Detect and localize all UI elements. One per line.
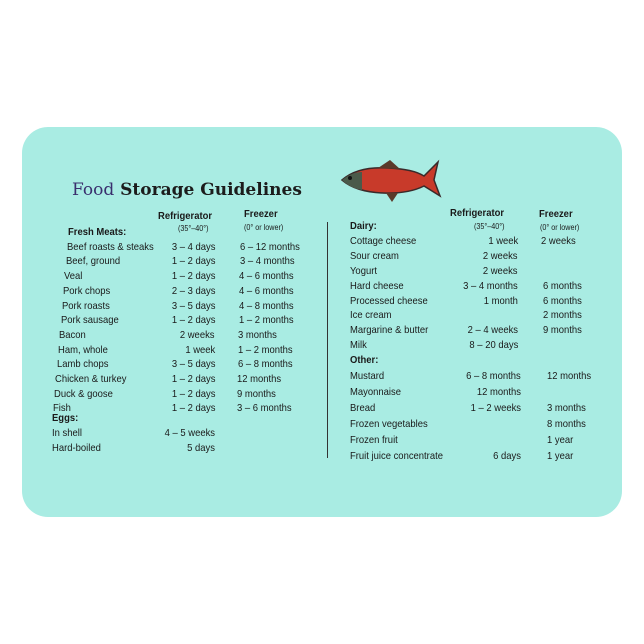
section-heading: Other: — [350, 354, 379, 366]
item-name: Bread — [350, 402, 376, 414]
fridge-subheader: (35°–40°) — [178, 224, 209, 233]
item-name: Milk — [350, 339, 367, 352]
fridge-time: 1 month — [483, 294, 518, 307]
fridge-time: 1 – 2 days — [171, 402, 215, 415]
item-name: Mayonnaise — [350, 386, 401, 398]
item-name: Hard-boiled — [52, 442, 101, 454]
fridge-time: 1 – 2 days — [171, 387, 215, 400]
freezer-time: 4 – 6 months — [239, 284, 294, 297]
freezer-time: 9 months — [237, 387, 276, 400]
item-name: Hard cheese — [350, 279, 404, 292]
freezer-header: Freezer — [539, 208, 573, 220]
fridge-time: 1 – 2 days — [171, 255, 215, 268]
item-name: Fish — [52, 402, 71, 415]
item-name: Cottage cheese — [350, 234, 417, 247]
section-heading: Eggs: — [52, 412, 79, 424]
fridge-time: 3 – 5 days — [171, 299, 215, 312]
fridge-time: 2 – 3 days — [171, 284, 215, 297]
fridge-subheader: (35°–40°) — [474, 222, 505, 231]
freezer-time: 6 – 8 months — [237, 358, 293, 371]
fridge-time: 1 week — [488, 234, 518, 247]
freezer-time: 8 months — [547, 418, 586, 430]
fridge-time: 4 – 5 weeks — [164, 427, 215, 439]
item-name: Frozen fruit — [350, 434, 398, 446]
item-name: Lamb chops — [56, 358, 109, 371]
freezer-time: 3 – 6 months — [236, 402, 292, 415]
fridge-time: 2 weeks — [180, 328, 215, 341]
freezer-time: 3 – 4 months — [239, 255, 295, 268]
item-name: Pork roasts — [61, 299, 110, 312]
fridge-time: 5 days — [187, 442, 215, 454]
fridge-time: 1 week — [185, 343, 215, 356]
item-name: Processed cheese — [350, 294, 428, 307]
item-name: In shell — [52, 427, 82, 439]
item-name: Frozen vegetables — [350, 418, 428, 430]
fridge-time: 6 – 8 months — [466, 370, 521, 382]
item-name: Duck & goose — [54, 387, 113, 400]
freezer-time: 3 months — [547, 402, 586, 414]
item-name: Pork chops — [63, 284, 111, 297]
freezer-time: 2 weeks — [541, 234, 576, 247]
freezer-time: 12 months — [237, 373, 282, 385]
item-name: Chicken & turkey — [55, 373, 127, 385]
item-name: Veal — [64, 270, 83, 283]
magnet-card — [22, 127, 622, 517]
section-heading: Dairy: — [350, 220, 377, 232]
item-name: Sour cream — [350, 249, 399, 262]
freezer-time: 9 months — [543, 324, 582, 337]
title-rest: Storage Guidelines — [120, 180, 302, 200]
item-name: Bacon — [59, 328, 86, 341]
item-name: Ham, whole — [57, 343, 108, 356]
fridge-time: 1 – 2 days — [171, 270, 215, 283]
fridge-time: 1 – 2 days — [171, 314, 215, 327]
column-divider — [327, 222, 328, 458]
fridge-time: 6 days — [493, 450, 521, 462]
fridge-time: 2 weeks — [483, 249, 518, 262]
section-heading: Fresh Meats: — [68, 226, 127, 238]
freezer-time: 1 – 2 months — [237, 343, 293, 356]
fridge-header: Refrigerator — [450, 207, 505, 219]
fridge-time: 1 – 2 days — [171, 373, 215, 385]
fridge-time: 1 – 2 weeks — [470, 402, 521, 414]
item-name: Yogurt — [350, 264, 377, 277]
freezer-time: 6 months — [543, 279, 582, 292]
title-word: Food — [72, 180, 115, 200]
fish-illustration — [340, 159, 442, 202]
item-name: Ice cream — [350, 309, 392, 322]
item-name: Beef, ground — [65, 255, 120, 268]
freezer-time: 1 year — [547, 434, 574, 446]
freezer-time: 6 – 12 months — [240, 240, 300, 253]
item-name: Mustard — [350, 370, 385, 382]
fridge-time: 3 – 4 days — [171, 240, 215, 253]
fridge-time: 8 – 20 days — [469, 339, 518, 352]
fridge-time: 2 – 4 weeks — [467, 324, 518, 337]
page-title: Food Storage Guidelines — [72, 180, 302, 200]
freezer-subheader: (0° or lower) — [244, 223, 284, 232]
freezer-time: 1 – 2 months — [238, 314, 294, 327]
freezer-time: 2 months — [543, 309, 582, 322]
item-name: Beef roasts & steaks — [67, 240, 154, 253]
fridge-time: 3 – 5 days — [171, 358, 215, 371]
freezer-time: 6 months — [543, 294, 582, 307]
item-name: Margarine & butter — [350, 324, 429, 337]
freezer-time: 12 months — [547, 370, 592, 382]
item-name: Pork sausage — [60, 314, 119, 327]
fridge-time: 2 weeks — [483, 264, 518, 277]
freezer-time: 4 – 6 months — [239, 270, 295, 283]
item-name: Fruit juice concentrate — [350, 450, 443, 462]
freezer-time: 1 year — [547, 450, 574, 462]
freezer-time: 3 months — [238, 328, 278, 341]
fridge-time: 12 months — [476, 386, 521, 398]
freezer-time: 4 – 8 months — [238, 299, 294, 312]
fridge-time: 3 – 4 months — [463, 279, 518, 292]
freezer-subheader: (0° or lower) — [540, 223, 580, 232]
freezer-header: Freezer — [244, 208, 278, 220]
fridge-header: Refrigerator — [158, 210, 213, 222]
